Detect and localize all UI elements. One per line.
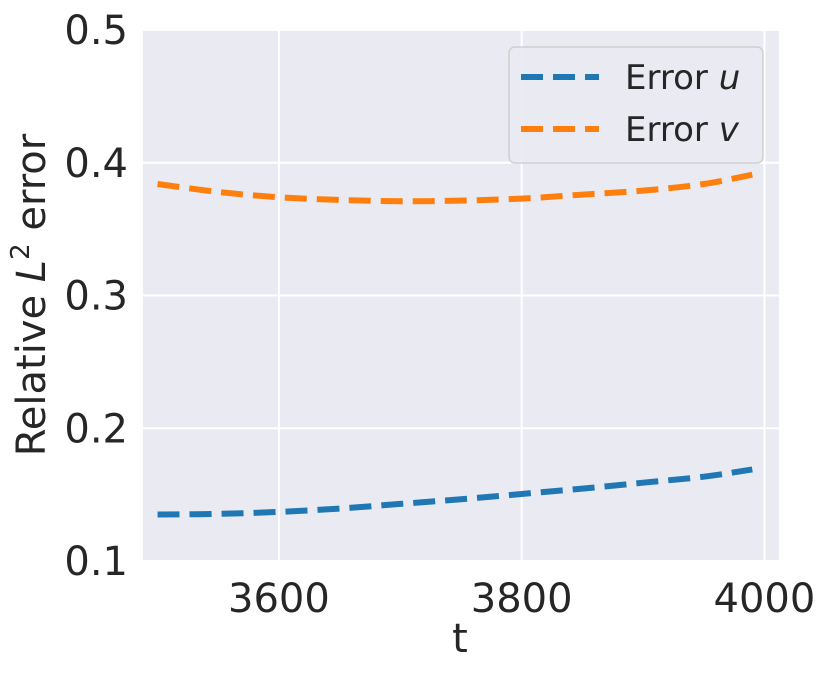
y-tick-label: 0.2 (64, 406, 128, 452)
x-tick-labels: 3600 3800 4000 (228, 576, 815, 622)
y-axis-label-var: L (9, 260, 55, 282)
y-axis-label-suffix: error (9, 133, 55, 243)
legend-label-v-prefix: Error (625, 110, 719, 150)
y-tick-label: 0.1 (64, 539, 128, 585)
y-axis-label: Relative L2 error (6, 133, 55, 456)
legend: Error u Error v (508, 46, 764, 164)
y-tick-label: 0.4 (64, 141, 128, 187)
y-tick-labels: 0.1 0.2 0.3 0.4 0.5 (64, 8, 128, 585)
legend-label-u-prefix: Error (625, 58, 719, 98)
x-tick-label: 3600 (228, 576, 330, 622)
series-line-v (157, 171, 753, 205)
y-axis-label-prefix: Relative (9, 282, 55, 456)
series-layer (157, 171, 753, 518)
legend-label-u: Error u (625, 58, 740, 98)
x-tick-label: 3800 (471, 576, 573, 622)
x-axis-label: t (452, 616, 468, 662)
y-tick-label: 0.5 (64, 8, 128, 54)
legend-label-v-var: v (719, 110, 740, 150)
y-tick-label: 0.3 (64, 274, 128, 320)
legend-label-v: Error v (625, 110, 740, 150)
series-line-u (157, 466, 753, 518)
x-tick-label: 4000 (714, 576, 816, 622)
legend-label-u-var: u (719, 58, 741, 98)
y-axis-label-sup: 2 (6, 243, 36, 260)
